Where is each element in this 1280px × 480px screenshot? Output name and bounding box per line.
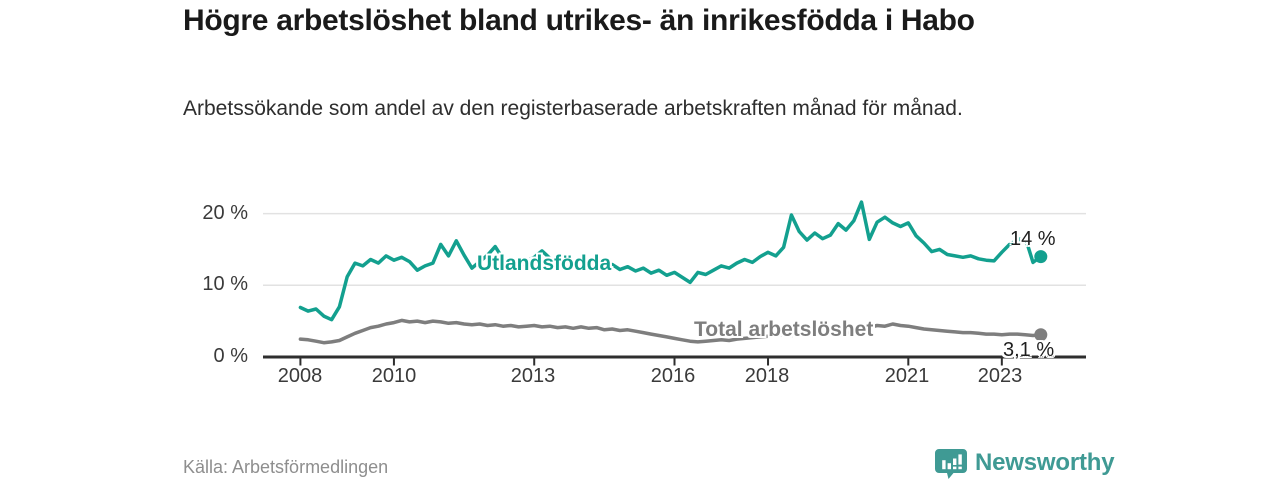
x-axis-tick-label-2010: 2010 [371, 365, 417, 387]
chart-title: Högre arbetslöshet bland utrikes- än inr… [183, 4, 975, 37]
end-value-label-utlandsfodda: 14 % [1010, 228, 1056, 250]
x-axis-tick-label-2018: 2018 [744, 365, 790, 387]
x-axis-tick-label-2008: 2008 [277, 365, 323, 387]
series-label-total-arbetsloshet: Total arbetslöshet [694, 318, 874, 341]
chart-subtitle: Arbetssökande som andel av den registerb… [183, 97, 963, 120]
newsworthy-logo: Newsworthy [934, 446, 1115, 480]
end-value-label-total: 3,1 % [1003, 339, 1055, 361]
y-axis-tick-label-0: 0 % [213, 345, 248, 367]
bar-chart-speech-bubble-icon [935, 449, 967, 479]
series-label-utlandsfodda: Utlandsfödda [477, 252, 612, 275]
newsworthy-logo-text: Newsworthy [975, 449, 1115, 476]
x-axis-tick-label-2016: 2016 [650, 365, 696, 387]
y-axis-tick-label-20: 20 % [202, 202, 248, 224]
source-note: Källa: Arbetsförmedlingen [183, 457, 389, 477]
x-axis-tick-label-2013: 2013 [510, 365, 556, 387]
x-axis-tick-label-2021: 2021 [884, 365, 930, 387]
x-axis-tick-label-2023: 2023 [977, 365, 1023, 387]
y-axis-tick-label-10: 10 % [202, 273, 248, 295]
